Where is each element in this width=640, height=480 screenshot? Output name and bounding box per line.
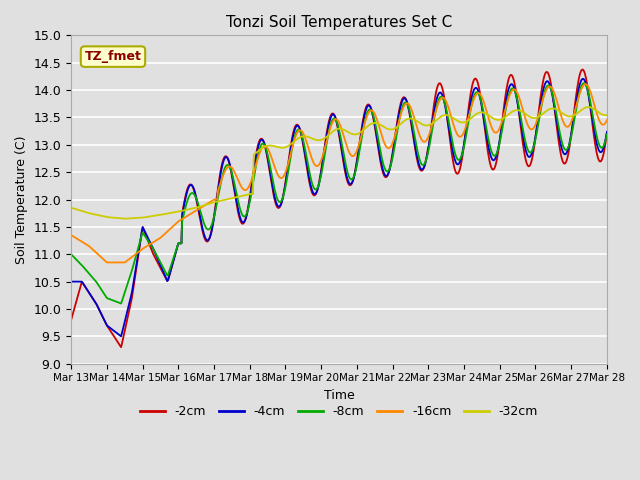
Line: -4cm: -4cm [71,79,607,336]
X-axis label: Time: Time [324,389,355,402]
-2cm [603,130,611,136]
-16cm [103,260,111,265]
-8cm [188,191,195,196]
Line: -2cm: -2cm [71,70,607,347]
-2cm [67,317,75,323]
-4cm [133,260,141,266]
-2cm [188,182,195,188]
-4cm [77,279,84,285]
-16cm [67,232,75,238]
-32cm [603,112,611,118]
-32cm [188,206,195,212]
-32cm [216,198,223,204]
-32cm [67,205,75,211]
-16cm [188,211,195,216]
-4cm [67,279,75,285]
-16cm [133,251,141,256]
-16cm [420,139,428,145]
-8cm [603,132,611,137]
-2cm [579,67,586,72]
Text: TZ_fmet: TZ_fmet [84,50,141,63]
Y-axis label: Soil Temperature (C): Soil Temperature (C) [15,135,28,264]
-16cm [603,117,611,123]
-2cm [420,163,428,169]
-8cm [405,105,413,110]
-32cm [133,215,141,221]
-4cm [603,129,611,135]
-8cm [117,300,125,306]
-2cm [133,263,141,269]
-16cm [77,238,84,244]
-4cm [188,182,195,188]
-32cm [584,104,592,110]
-8cm [67,252,75,257]
-2cm [117,344,125,350]
-4cm [579,76,587,82]
-32cm [405,116,413,121]
-2cm [405,107,413,112]
-2cm [216,175,223,180]
-8cm [77,261,84,267]
-16cm [216,183,223,189]
-8cm [580,80,588,86]
-32cm [420,122,428,128]
-2cm [77,282,84,288]
-32cm [77,208,84,214]
-8cm [133,251,141,256]
-8cm [420,161,428,167]
Legend: -2cm, -4cm, -8cm, -16cm, -32cm: -2cm, -4cm, -8cm, -16cm, -32cm [135,400,543,423]
-4cm [117,334,125,339]
-16cm [405,101,413,107]
Line: -32cm: -32cm [71,107,607,219]
Title: Tonzi Soil Temperatures Set C: Tonzi Soil Temperatures Set C [226,15,452,30]
-16cm [582,81,589,87]
-4cm [420,164,428,169]
Line: -8cm: -8cm [71,83,607,303]
-4cm [405,105,413,111]
-32cm [121,216,129,222]
Line: -16cm: -16cm [71,84,607,263]
-8cm [216,187,223,192]
-4cm [216,178,223,184]
